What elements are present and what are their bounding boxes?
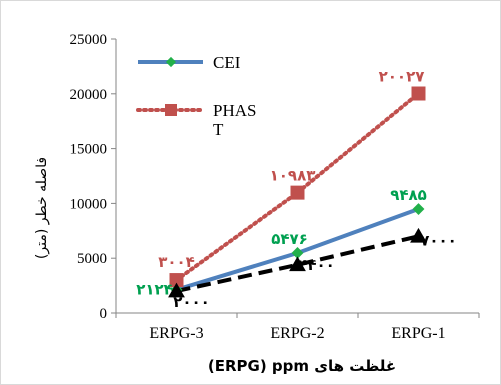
diamond-marker (412, 203, 425, 215)
y-axis-ticks: 0 5000 10000 15000 20000 25000 (70, 32, 116, 322)
data-label: ۴۴۰۰ (298, 256, 335, 274)
axes (115, 39, 479, 314)
y-tick-label: 10000 (70, 196, 108, 212)
diamond-marker (165, 56, 177, 68)
y-tick-label: 15000 (70, 142, 108, 158)
data-label: ۲۰۰۰ (173, 293, 210, 311)
y-tick-label: 20000 (70, 87, 108, 103)
x-category-label: ERPG-2 (270, 325, 324, 342)
series-markers (168, 86, 427, 298)
square-marker (169, 273, 184, 288)
x-category-label: ERPG-3 (149, 325, 203, 342)
data-label: ۳۰۰۴ (158, 253, 195, 271)
x-axis-title: غلظت های ERPG) ppm) (208, 357, 396, 375)
data-label: ۵۴۷۶ (271, 230, 308, 248)
diamond-marker (291, 247, 304, 259)
square-marker (290, 185, 305, 200)
legend-label: T (213, 120, 224, 139)
y-tick-label: 5000 (77, 251, 107, 267)
data-label: ۹۴۸۵ (390, 186, 427, 204)
y-tick-label: 0 (100, 306, 108, 322)
data-label: ۱۰۹۸۳ (270, 167, 316, 185)
triangle-marker (289, 256, 306, 272)
data-label: ۲۰۰۲۷ (379, 68, 425, 86)
x-category-label: ERPG-1 (391, 325, 445, 342)
triangle-marker (410, 227, 427, 243)
legend-label: PHAS (213, 101, 256, 120)
square-marker (411, 86, 426, 101)
y-tick-label: 25000 (70, 32, 108, 48)
square-marker (165, 104, 177, 116)
y-axis-title: فاصله خطر (متر) (34, 157, 50, 259)
data-label: ۲۱۲۴ (136, 281, 173, 299)
data-labels: ۲۱۲۴ ۵۴۷۶ ۹۴۸۵ ۳۰۰۴ ۱۰۹۸۳ ۲۰۰۲۷ ۲۰۰۰ ۴۴۰۰ ۷۰۰۰ (136, 68, 457, 312)
x-axis-categories: ERPG-3 ERPG-2 ERPG-1 (115, 313, 480, 342)
data-label: ۷۰۰۰ (420, 231, 457, 249)
legend-label: CEI (213, 53, 241, 72)
triangle-marker (168, 282, 185, 298)
